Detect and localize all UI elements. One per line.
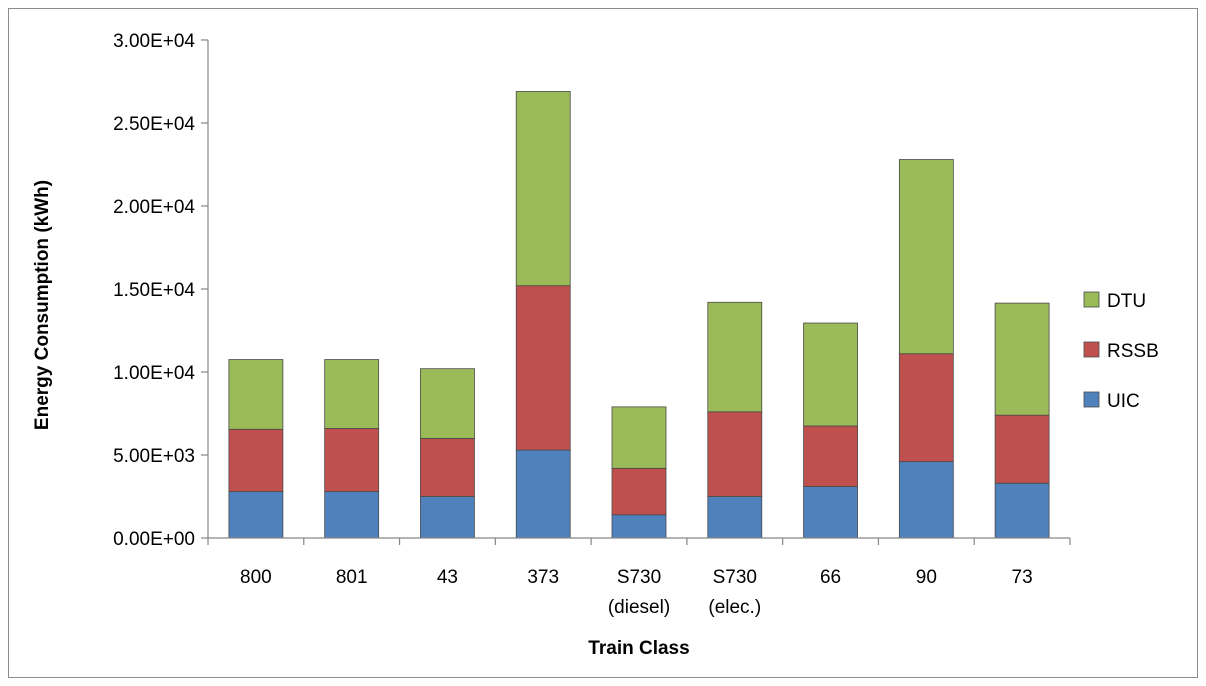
x-tick-label: (diesel) <box>608 597 670 618</box>
bar-dtu <box>228 359 284 430</box>
bar-uic <box>803 486 858 539</box>
bar-rssb <box>420 437 475 497</box>
y-tick-label: 0.00E+00 <box>113 529 195 550</box>
y-tick-label: 3.00E+04 <box>113 31 195 52</box>
bar-uic <box>898 461 954 539</box>
bar-uic <box>994 482 1050 539</box>
y-tick-label: 1.50E+04 <box>113 280 195 301</box>
bar-dtu <box>420 368 475 439</box>
x-tick-label: 66 <box>820 567 841 588</box>
x-tick-label: 800 <box>240 567 272 588</box>
bar-rssb <box>611 467 667 516</box>
bar-rssb <box>515 285 571 451</box>
y-tick-label: 1.00E+04 <box>113 363 195 384</box>
bar-dtu <box>515 91 571 287</box>
x-tick-label: S730 <box>713 567 757 588</box>
legend-label-rssb: RSSB <box>1107 341 1159 362</box>
x-tick-label: 90 <box>916 567 937 588</box>
y-tick-label: 5.00E+03 <box>113 446 195 467</box>
bar-rssb <box>228 428 284 492</box>
bar-uic <box>515 449 571 539</box>
bar-dtu <box>898 159 954 355</box>
legend-label-uic: UIC <box>1107 391 1140 412</box>
x-tick-label: 43 <box>437 567 458 588</box>
bar-rssb <box>994 414 1050 484</box>
bar-dtu <box>803 322 858 427</box>
bar-uic <box>228 491 284 539</box>
x-axis-ticks: 800 801 43 373 S730 (diesel) S730 (elec.) 66 90 73 <box>207 538 1071 618</box>
y-axis-title: Energy Consumption (kWh) <box>32 180 53 430</box>
x-tick-label: S730 <box>617 567 661 588</box>
x-tick-label: 801 <box>336 567 368 588</box>
bar-rssb <box>707 411 763 497</box>
x-tick-label: 373 <box>527 567 559 588</box>
x-tick-label: (elec.) <box>708 597 761 618</box>
legend-swatch-uic <box>1083 391 1100 408</box>
x-axis-title: Train Class <box>588 638 689 659</box>
legend-swatch-rssb <box>1083 341 1100 358</box>
y-axis-ticks: 0.00E+00 5.00E+03 1.00E+04 1.50E+04 2.00E+04… <box>113 31 208 550</box>
legend: DTU RSSB UIC <box>1083 291 1159 412</box>
bar-dtu <box>611 406 667 469</box>
x-tick-label: 73 <box>1012 567 1033 588</box>
bar-dtu <box>324 359 380 429</box>
bar-uic <box>420 496 475 539</box>
bar-uic <box>707 496 763 539</box>
bar-rssb <box>898 353 954 463</box>
bar-uic <box>324 491 380 539</box>
y-tick-label: 2.00E+04 <box>113 197 195 218</box>
bar-rssb <box>803 425 858 487</box>
bar-uic <box>611 514 667 539</box>
legend-swatch-dtu <box>1083 291 1100 308</box>
y-tick-label: 2.50E+04 <box>113 114 195 135</box>
bar-dtu <box>994 302 1050 416</box>
legend-label-dtu: DTU <box>1107 291 1146 312</box>
bars <box>228 91 1050 539</box>
bar-dtu <box>707 301 763 413</box>
bar-rssb <box>324 428 380 492</box>
